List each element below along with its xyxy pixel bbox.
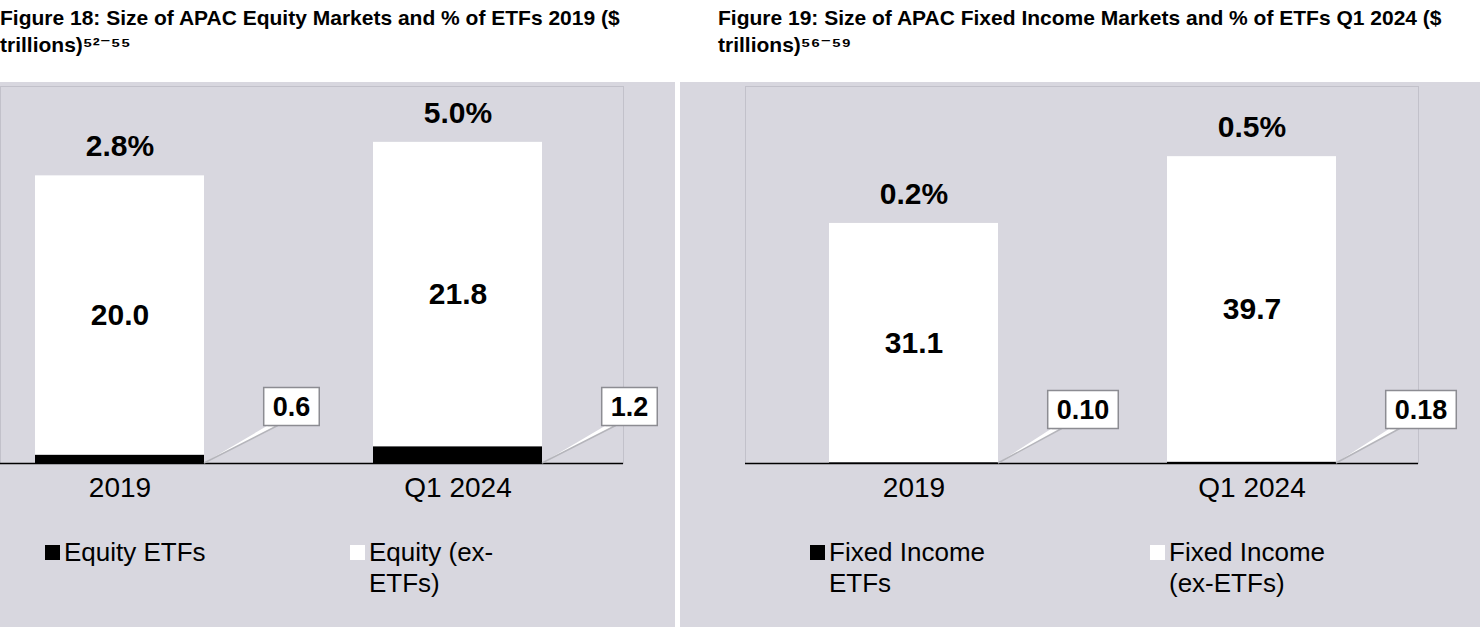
svg-text:0.5%: 0.5% <box>1218 110 1286 143</box>
svg-text:2.8%: 2.8% <box>86 129 154 162</box>
html-text:Equity (ex-ETFs): Equity (ex-ETFs) <box>369 537 494 598</box>
html-text:Equity ETFs: Equity ETFs <box>64 537 206 567</box>
svg-text:2019: 2019 <box>89 472 151 503</box>
svg-text:31.1: 31.1 <box>885 326 943 359</box>
html-text:Figure 18: Size of APAC Equity: Figure 18: Size of APAC Equity Markets a… <box>0 6 620 56</box>
svg-text:39.7: 39.7 <box>1223 292 1281 325</box>
html-text:Fixed Income ETFs: Fixed Income ETFs <box>829 537 986 598</box>
svg-text:0.6: 0.6 <box>273 392 311 422</box>
svg-text:20.0: 20.0 <box>91 298 149 331</box>
svg-text:0.2%: 0.2% <box>880 177 948 210</box>
html-text:Figure 19: Size of APAC Fixed: Figure 19: Size of APAC Fixed Income Mar… <box>718 6 1442 56</box>
svg-text:0.18: 0.18 <box>1395 395 1448 425</box>
svg-text:2019: 2019 <box>883 472 945 503</box>
svg-text:Q1 2024: Q1 2024 <box>404 472 511 503</box>
svg-text:21.8: 21.8 <box>429 277 487 310</box>
svg-text:1.2: 1.2 <box>611 392 649 422</box>
svg-text:5.0%: 5.0% <box>424 96 492 129</box>
svg-text:0.10: 0.10 <box>1057 395 1110 425</box>
html-text:Fixed Income (ex-ETFs): Fixed Income (ex-ETFs) <box>1169 537 1326 598</box>
svg-text:Q1 2024: Q1 2024 <box>1198 472 1305 503</box>
